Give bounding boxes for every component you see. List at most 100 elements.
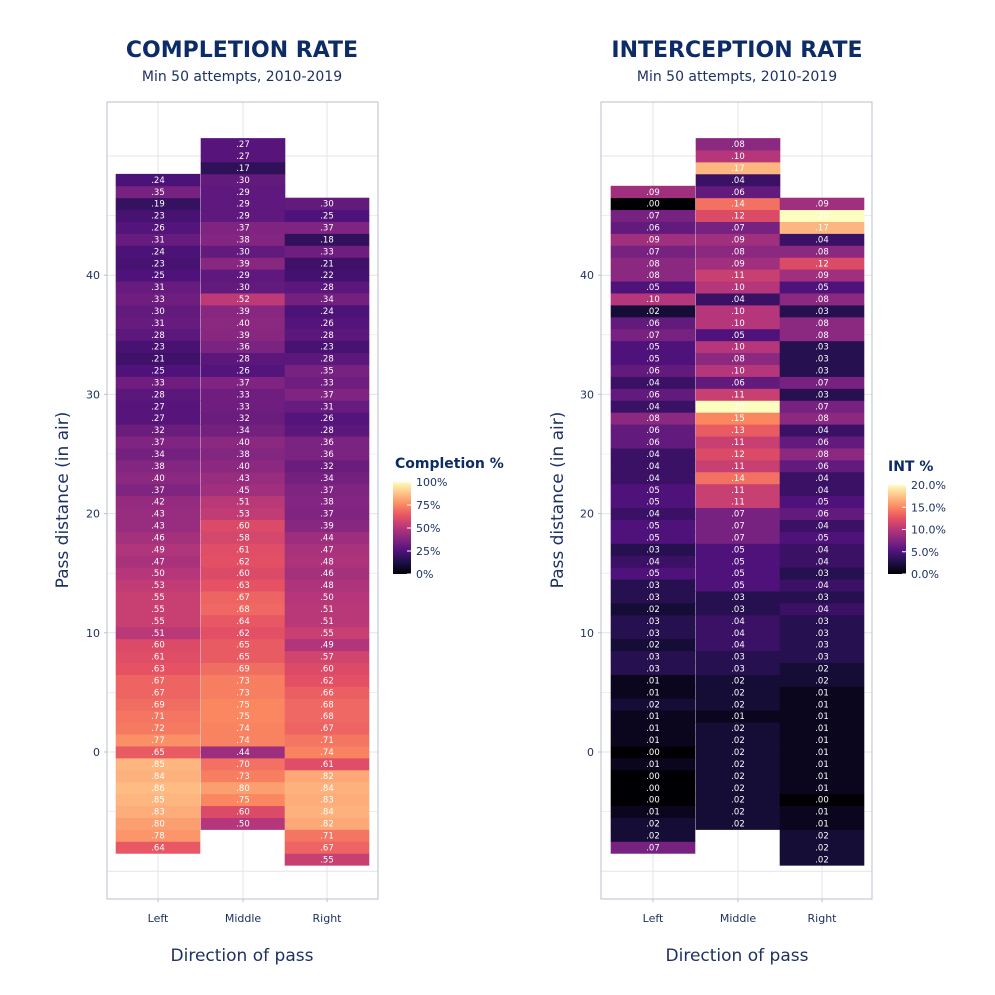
y-tick-label: 10	[580, 627, 594, 640]
heatmap-cell	[200, 817, 286, 830]
heatmap-cell	[695, 424, 781, 437]
cell-value-label: .35	[151, 188, 165, 198]
heatmap-cell	[115, 722, 201, 735]
cell-value-label: .03	[731, 653, 745, 663]
completion-y-ticks: 0 10 20 30 40	[86, 269, 107, 759]
heatmap-cell	[695, 400, 781, 413]
heatmap-cell	[695, 579, 781, 592]
cell-value-label: .34	[320, 474, 334, 484]
cell-value-label: .07	[646, 247, 660, 257]
heatmap-cell	[610, 352, 696, 365]
heatmap-cell	[284, 793, 370, 807]
x-tick-label-middle: Middle	[225, 912, 262, 925]
heatmap-cell	[200, 591, 286, 604]
cell-value-label: .17	[815, 224, 829, 234]
heatmap-cell	[115, 591, 201, 604]
heatmap-cell	[200, 567, 286, 580]
heatmap-cell	[284, 734, 370, 747]
x-tick-label-left: Left	[643, 912, 664, 925]
heatmap-cell	[284, 245, 370, 258]
heatmap-cell	[200, 805, 286, 818]
heatmap-cell	[284, 710, 370, 723]
cell-value-label: .73	[236, 688, 250, 698]
heatmap-cell	[695, 507, 781, 520]
cell-value-label: .02	[731, 676, 745, 686]
heatmap-cell	[779, 638, 865, 652]
cell-value-label: .31	[151, 235, 165, 245]
cell-value-label: .33	[236, 402, 250, 412]
cell-value-label: .63	[151, 665, 165, 675]
cell-value-label: .68	[320, 712, 334, 722]
heatmap-cell	[284, 781, 370, 795]
heatmap-cell	[610, 662, 696, 675]
cell-value-label: .67	[320, 843, 334, 853]
cell-value-label: .04	[815, 235, 829, 245]
cell-value-label: .38	[151, 462, 165, 472]
heatmap-cell	[779, 376, 865, 389]
heatmap-cell	[610, 650, 696, 663]
cell-value-label: .24	[151, 247, 165, 257]
heatmap-cell	[115, 388, 201, 401]
legend-tick-label: 20.0%	[911, 479, 946, 492]
heatmap-cell	[200, 459, 286, 473]
heatmap-cell	[610, 841, 696, 854]
cell-value-label: .03	[646, 665, 660, 675]
heatmap-cell	[610, 412, 696, 425]
heatmap-cell	[779, 650, 865, 663]
heatmap-cell	[610, 436, 696, 449]
heatmap-cell	[610, 757, 696, 771]
cell-value-label: .49	[151, 545, 165, 555]
heatmap-cell	[200, 340, 286, 354]
heatmap-cell	[695, 614, 781, 628]
heatmap-cell	[695, 471, 781, 485]
heatmap-cell	[610, 281, 696, 294]
cell-value-label: .00	[646, 784, 660, 794]
cell-value-label: .06	[646, 319, 660, 329]
heatmap-cell	[610, 781, 696, 795]
heatmap-cell	[115, 519, 201, 532]
heatmap-cell	[610, 793, 696, 807]
heatmap-cell	[695, 150, 781, 163]
cell-value-label: .80	[151, 820, 165, 830]
cell-value-label: .55	[151, 617, 165, 627]
cell-value-label: .05	[731, 557, 745, 567]
cell-value-label: .02	[646, 307, 660, 317]
y-tick-label: 30	[580, 388, 594, 401]
heatmap-cell	[200, 686, 286, 699]
cell-value-label: .74	[320, 748, 334, 758]
heatmap-cell	[610, 531, 696, 544]
cell-value-label: .45	[236, 486, 250, 496]
heatmap-cell	[610, 424, 696, 437]
cell-value-label: .02	[731, 736, 745, 746]
heatmap-cell	[115, 269, 201, 282]
cell-value-label: .28	[320, 283, 334, 293]
cell-value-label: .55	[320, 629, 334, 639]
cell-value-label: .22	[320, 271, 334, 281]
cell-value-label: .24	[320, 307, 334, 317]
heatmap-cell	[779, 340, 865, 354]
cell-value-label: .01	[731, 712, 745, 722]
cell-value-label: .44	[320, 533, 334, 543]
cell-value-label: .12	[731, 212, 745, 222]
cell-value-label: .03	[815, 343, 829, 353]
heatmap-cell	[200, 603, 286, 616]
cell-value-label: .44	[236, 748, 250, 758]
heatmap-cell	[115, 376, 201, 389]
cell-value-label: .84	[320, 784, 334, 794]
heatmap-cell	[200, 769, 286, 783]
cell-value-label: .00	[646, 772, 660, 782]
cell-value-label: .06	[646, 224, 660, 234]
heatmap-cell	[610, 746, 696, 759]
heatmap-cell	[115, 305, 201, 318]
cell-value-label: .36	[320, 438, 334, 448]
heatmap-cell	[284, 483, 370, 497]
heatmap-cell	[284, 388, 370, 401]
heatmap-cell	[284, 579, 370, 592]
cell-value-label: .39	[320, 522, 334, 532]
completion-title: COMPLETION RATE	[126, 38, 358, 63]
heatmap-cell	[610, 185, 696, 199]
cell-value-label: .10	[731, 283, 745, 293]
heatmap-cell	[200, 173, 286, 187]
cell-value-label: .02	[731, 700, 745, 710]
completion-y-axis-title: Pass distance (in air)	[53, 412, 73, 589]
